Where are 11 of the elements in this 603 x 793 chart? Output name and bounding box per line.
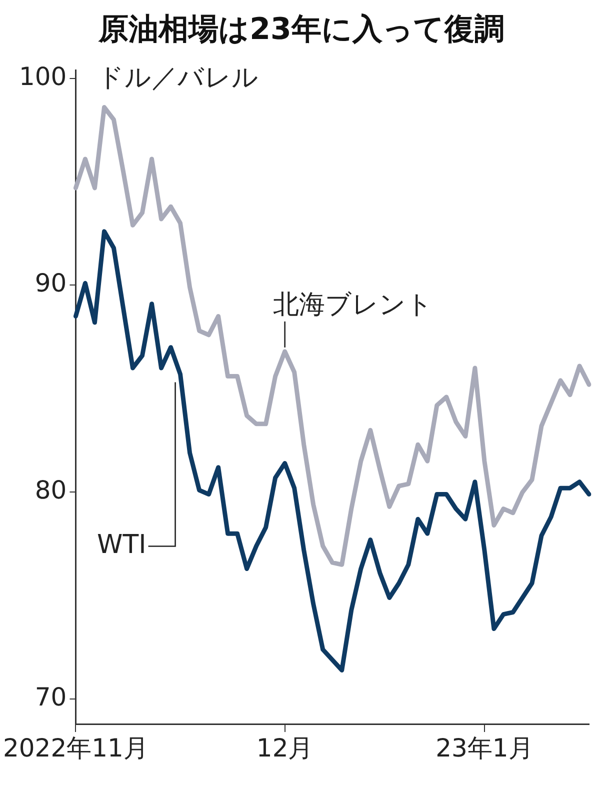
chart-title: 原油相場は23年に入って復調 <box>97 11 506 49</box>
y-tick-label: 100 <box>19 62 67 91</box>
y-tick-label: 80 <box>34 476 67 505</box>
y-tick-label: 90 <box>34 268 67 298</box>
text: WTI <box>97 530 146 560</box>
x-tick-label: 2022年11月 <box>3 734 148 762</box>
x-tick-label: 23年1月 <box>436 734 534 762</box>
x-tick-label: 12月 <box>256 734 314 762</box>
series-label: 北海ブレント <box>272 290 433 320</box>
y-tick-label: 70 <box>34 682 67 712</box>
y-axis-title: ドル／バレル <box>98 62 259 93</box>
